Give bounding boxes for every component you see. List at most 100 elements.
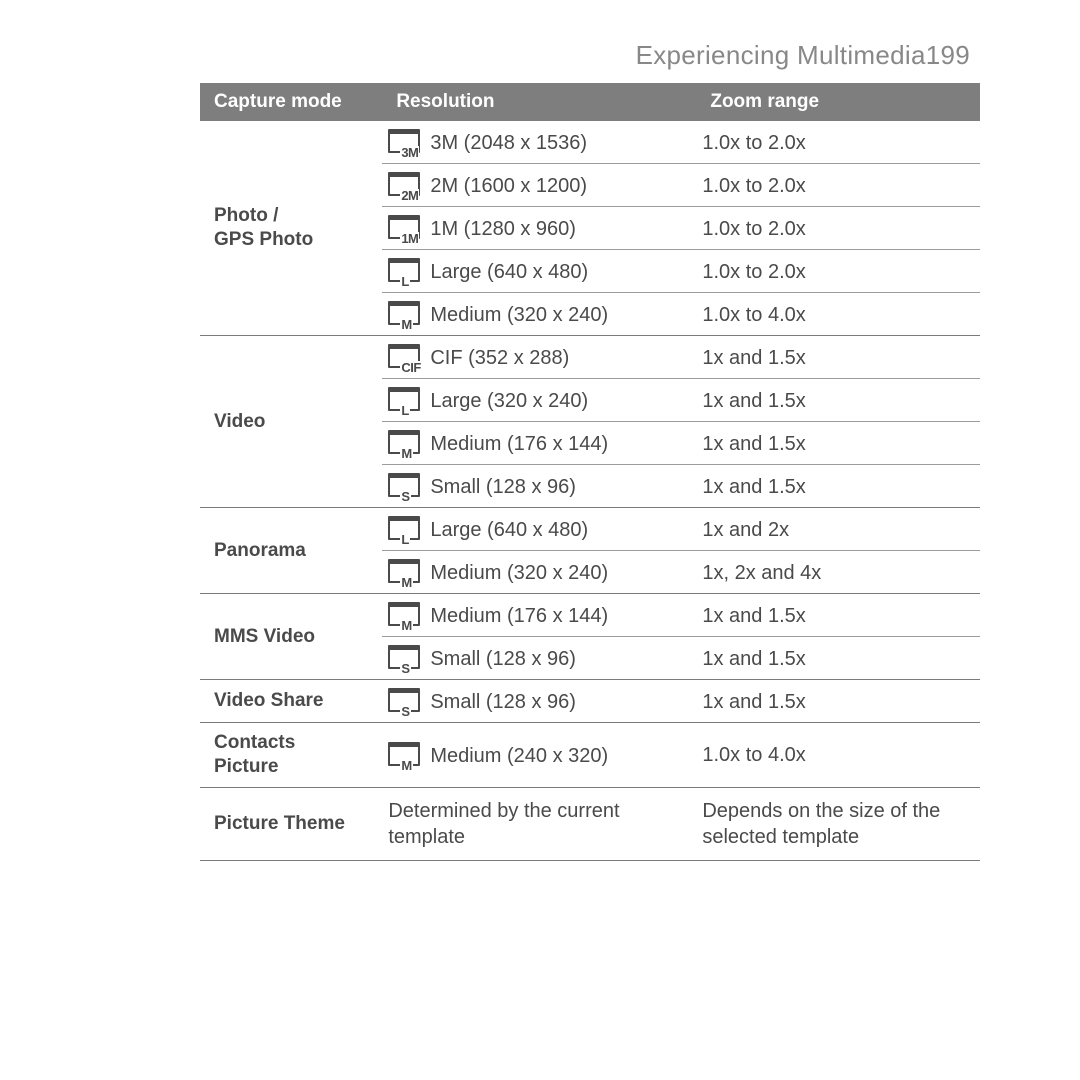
resolution-cell: 2M2M (1600 x 1200) [382, 164, 696, 207]
table-row: Video Share S Small (128 x 96) 1x and 1.5x [200, 680, 980, 723]
resolution-cell: CIF CIF (352 x 288) [382, 336, 696, 379]
resolution-text: Small (128 x 96) [430, 476, 576, 501]
col-header-resolution: Resolution [382, 83, 696, 121]
resolution-icon: M [388, 301, 424, 329]
resolution-cell: LLarge (640 x 480) [382, 250, 696, 293]
resolution-icon-tag: M [400, 447, 412, 460]
resolution-cell: MMedium (240 x 320) [382, 723, 696, 788]
resolution-icon: S [388, 473, 424, 501]
mode-cell: ContactsPicture [200, 723, 382, 788]
resolution-wrap: S Small (128 x 96) [388, 688, 686, 716]
resolution-text: Medium (176 x 144) [430, 605, 608, 630]
resolution-text: Large (320 x 240) [430, 390, 588, 415]
resolution-wrap: 2M2M (1600 x 1200) [388, 172, 686, 200]
table-row: Picture ThemeDetermined by the current t… [200, 787, 980, 860]
resolution-icon-tag: S [400, 705, 410, 718]
resolution-text: Medium (320 x 240) [430, 304, 608, 329]
zoom-cell: 1x and 1.5x [696, 336, 980, 379]
resolution-icon: M [388, 430, 424, 458]
resolution-icon: M [388, 559, 424, 587]
mode-cell: Panorama [200, 508, 382, 594]
col-header-mode: Capture mode [200, 83, 382, 121]
resolution-text: Large (640 x 480) [430, 261, 588, 286]
resolution-icon-tag: S [400, 662, 410, 675]
zoom-cell: 1x and 1.5x [696, 379, 980, 422]
resolution-icon-tag: L [400, 404, 409, 417]
resolution-text: Small (128 x 96) [430, 691, 576, 716]
zoom-cell: Depends on the size of the selected temp… [696, 787, 980, 860]
resolution-cell: L Large (320 x 240) [382, 379, 696, 422]
resolution-icon: M [388, 742, 424, 770]
resolution-wrap: SSmall (128 x 96) [388, 473, 686, 501]
resolution-text: Medium (176 x 144) [430, 433, 608, 458]
resolution-cell: L Large (640 x 480) [382, 508, 696, 551]
zoom-cell: 1x and 1.5x [696, 637, 980, 680]
resolution-icon-tag: 3M [400, 146, 419, 159]
resolution-cell: Determined by the current template [382, 787, 696, 860]
resolution-wrap: L Large (320 x 240) [388, 387, 686, 415]
resolution-icon: S [388, 688, 424, 716]
resolution-wrap: 3M 3M (2048 x 1536) [388, 129, 686, 157]
resolution-icon: S [388, 645, 424, 673]
resolution-icon-tag: L [400, 533, 409, 546]
resolution-text: CIF (352 x 288) [430, 347, 569, 372]
capture-mode-table: Capture mode Resolution Zoom range Photo… [200, 83, 980, 861]
zoom-cell: 1x and 1.5x [696, 422, 980, 465]
resolution-cell: M Medium (176 x 144) [382, 422, 696, 465]
resolution-cell: S Small (128 x 96) [382, 680, 696, 723]
table-row: Photo /GPS Photo3M3M (2048 x 1536)1.0x t… [200, 121, 980, 164]
resolution-icon: L [388, 387, 424, 415]
resolution-cell: 1M 1M (1280 x 960) [382, 207, 696, 250]
resolution-text: Large (640 x 480) [430, 519, 588, 544]
mode-cell: Video Share [200, 680, 382, 723]
resolution-text: Medium (320 x 240) [430, 562, 608, 587]
page-number: 199 [926, 40, 970, 70]
zoom-cell: 1.0x to 2.0x [696, 121, 980, 164]
resolution-cell: M Medium (320 x 240) [382, 551, 696, 594]
table-row: ContactsPictureMMedium (240 x 320)1.0x t… [200, 723, 980, 788]
section-title: Experiencing Multimedia [636, 40, 926, 70]
resolution-wrap: M Medium (320 x 240) [388, 559, 686, 587]
resolution-icon-tag: CIF [400, 361, 421, 374]
resolution-icon-tag: 1M [400, 232, 419, 245]
table-header-row: Capture mode Resolution Zoom range [200, 83, 980, 121]
resolution-wrap: CIF CIF (352 x 288) [388, 344, 686, 372]
resolution-wrap: M Medium (176 x 144) [388, 430, 686, 458]
resolution-icon: CIF [388, 344, 424, 372]
zoom-cell: 1x, 2x and 4x [696, 551, 980, 594]
col-header-zoom: Zoom range [696, 83, 980, 121]
resolution-text: 3M (2048 x 1536) [430, 132, 587, 157]
zoom-cell: 1.0x to 2.0x [696, 250, 980, 293]
zoom-cell: 1.0x to 2.0x [696, 164, 980, 207]
resolution-icon-tag: M [400, 576, 412, 589]
resolution-wrap: S Small (128 x 96) [388, 645, 686, 673]
zoom-cell: 1x and 1.5x [696, 680, 980, 723]
table-row: VideoCIFCIF (352 x 288)1x and 1.5x [200, 336, 980, 379]
mode-cell: MMS Video [200, 594, 382, 680]
resolution-cell: 3M 3M (2048 x 1536) [382, 121, 696, 164]
resolution-wrap: MMedium (176 x 144) [388, 602, 686, 630]
resolution-text: Small (128 x 96) [430, 648, 576, 673]
zoom-cell: 1x and 1.5x [696, 465, 980, 508]
resolution-icon: L [388, 258, 424, 286]
resolution-icon-tag: M [400, 759, 412, 772]
mode-cell: Video [200, 336, 382, 508]
mode-cell: Picture Theme [200, 787, 382, 860]
resolution-wrap: L Large (640 x 480) [388, 516, 686, 544]
resolution-wrap: 1M 1M (1280 x 960) [388, 215, 686, 243]
mode-cell: Photo /GPS Photo [200, 121, 382, 336]
table-row: MMS VideoMMedium (176 x 144)1x and 1.5x [200, 594, 980, 637]
page: Experiencing Multimedia199 Capture mode … [0, 0, 1080, 1080]
resolution-text: 1M (1280 x 960) [430, 218, 576, 243]
resolution-cell: S Small (128 x 96) [382, 637, 696, 680]
zoom-cell: 1x and 1.5x [696, 594, 980, 637]
resolution-wrap: MMedium (240 x 320) [388, 742, 686, 770]
resolution-cell: M Medium (320 x 240) [382, 293, 696, 336]
resolution-wrap: LLarge (640 x 480) [388, 258, 686, 286]
resolution-icon: L [388, 516, 424, 544]
resolution-icon: M [388, 602, 424, 630]
resolution-text: 2M (1600 x 1200) [430, 175, 587, 200]
table-row: PanoramaLLarge (640 x 480)1x and 2x [200, 508, 980, 551]
resolution-icon: 1M [388, 215, 424, 243]
resolution-icon-tag: M [400, 318, 412, 331]
